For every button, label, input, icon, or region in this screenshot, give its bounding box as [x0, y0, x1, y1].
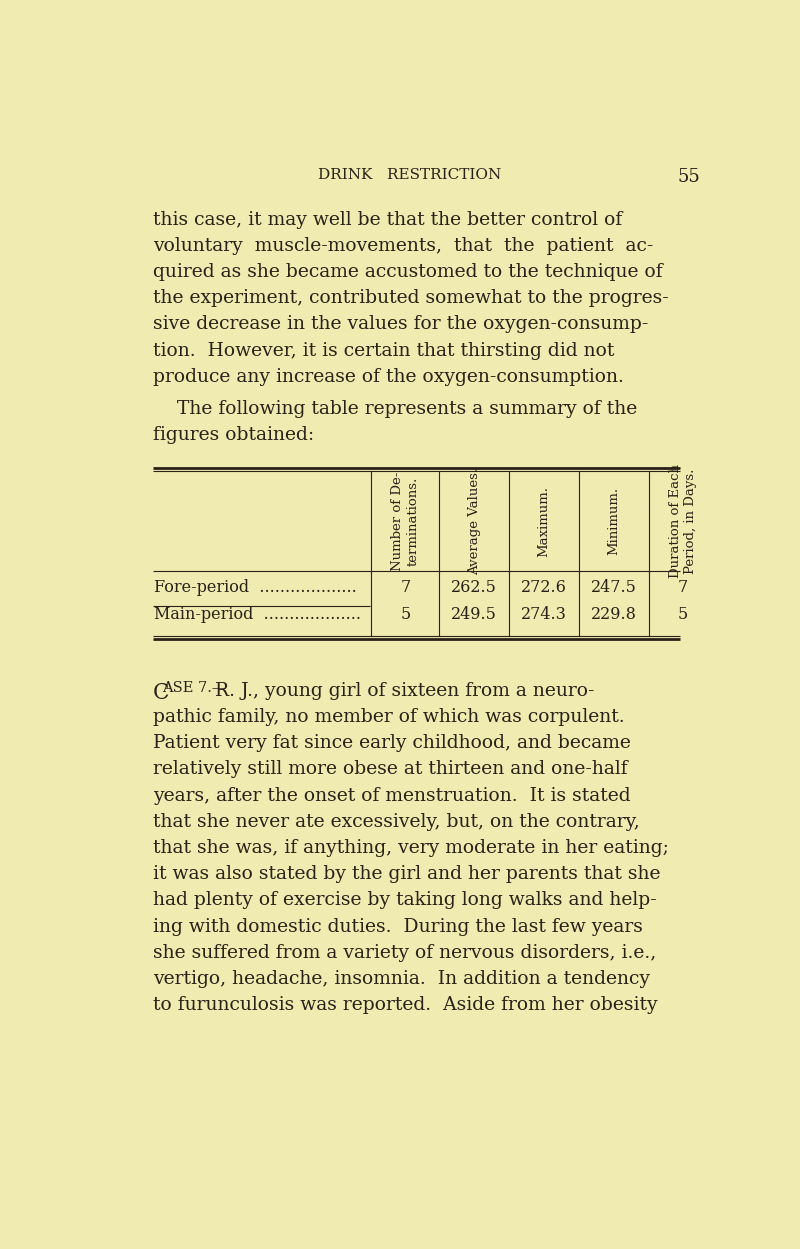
Text: pathic family, no member of which was corpulent.: pathic family, no member of which was co…	[153, 708, 624, 726]
Text: 249.5: 249.5	[451, 607, 498, 623]
Text: 262.5: 262.5	[451, 578, 498, 596]
Text: this case, it may well be that the better control of: this case, it may well be that the bette…	[153, 211, 622, 229]
Text: 55: 55	[678, 169, 700, 186]
Text: she suffered from a variety of nervous disorders, i.e.,: she suffered from a variety of nervous d…	[153, 944, 656, 962]
Text: R. J., young girl of sixteen from a neuro-: R. J., young girl of sixteen from a neur…	[214, 682, 594, 699]
Text: voluntary  muscle-movements,  that  the  patient  ac-: voluntary muscle-movements, that the pat…	[153, 237, 653, 255]
Text: it was also stated by the girl and her parents that she: it was also stated by the girl and her p…	[153, 866, 660, 883]
Text: 7: 7	[678, 578, 688, 596]
Text: tion.  However, it is certain that thirsting did not: tion. However, it is certain that thirst…	[153, 342, 614, 360]
Text: that she was, if anything, very moderate in her eating;: that she was, if anything, very moderate…	[153, 839, 669, 857]
Text: Number of De-
terminations.: Number of De- terminations.	[391, 471, 419, 571]
Text: Maximum.: Maximum.	[538, 486, 550, 557]
Text: sive decrease in the values for the oxygen-consump-: sive decrease in the values for the oxyg…	[153, 316, 648, 333]
Text: C: C	[153, 682, 170, 704]
Text: Fore-period  ...................: Fore-period ...................	[154, 578, 357, 596]
Text: had plenty of exercise by taking long walks and help-: had plenty of exercise by taking long wa…	[153, 892, 657, 909]
Text: figures obtained:: figures obtained:	[153, 426, 314, 445]
Text: 274.3: 274.3	[521, 607, 567, 623]
Text: vertigo, headache, insomnia.  In addition a tendency: vertigo, headache, insomnia. In addition…	[153, 970, 650, 988]
Text: Duration of Each
Period, in Days.: Duration of Each Period, in Days.	[669, 465, 697, 578]
Text: 247.5: 247.5	[591, 578, 637, 596]
Text: Average Values.: Average Values.	[468, 467, 481, 575]
Text: relatively still more obese at thirteen and one-half: relatively still more obese at thirteen …	[153, 761, 627, 778]
Text: quired as she became accustomed to the technique of: quired as she became accustomed to the t…	[153, 264, 662, 281]
Text: ing with domestic duties.  During the last few years: ing with domestic duties. During the las…	[153, 918, 642, 936]
Text: ASE 7.—: ASE 7.—	[162, 681, 226, 694]
Text: 5: 5	[678, 607, 688, 623]
Text: 7: 7	[400, 578, 410, 596]
Text: Minimum.: Minimum.	[607, 487, 620, 555]
Text: 272.6: 272.6	[521, 578, 567, 596]
Text: The following table represents a summary of the: The following table represents a summary…	[153, 400, 637, 418]
Text: produce any increase of the oxygen-consumption.: produce any increase of the oxygen-consu…	[153, 367, 623, 386]
Text: years, after the onset of menstruation.  It is stated: years, after the onset of menstruation. …	[153, 787, 630, 804]
Text: 5: 5	[400, 607, 410, 623]
Text: DRINK   RESTRICTION: DRINK RESTRICTION	[318, 169, 502, 182]
Text: that she never ate excessively, but, on the contrary,: that she never ate excessively, but, on …	[153, 813, 639, 831]
Text: 229.8: 229.8	[591, 607, 637, 623]
Text: Patient very fat since early childhood, and became: Patient very fat since early childhood, …	[153, 734, 630, 752]
Text: Main-period  ...................: Main-period ...................	[154, 607, 362, 623]
Text: to furunculosis was reported.  Aside from her obesity: to furunculosis was reported. Aside from…	[153, 997, 658, 1014]
Text: the experiment, contributed somewhat to the progres-: the experiment, contributed somewhat to …	[153, 290, 669, 307]
